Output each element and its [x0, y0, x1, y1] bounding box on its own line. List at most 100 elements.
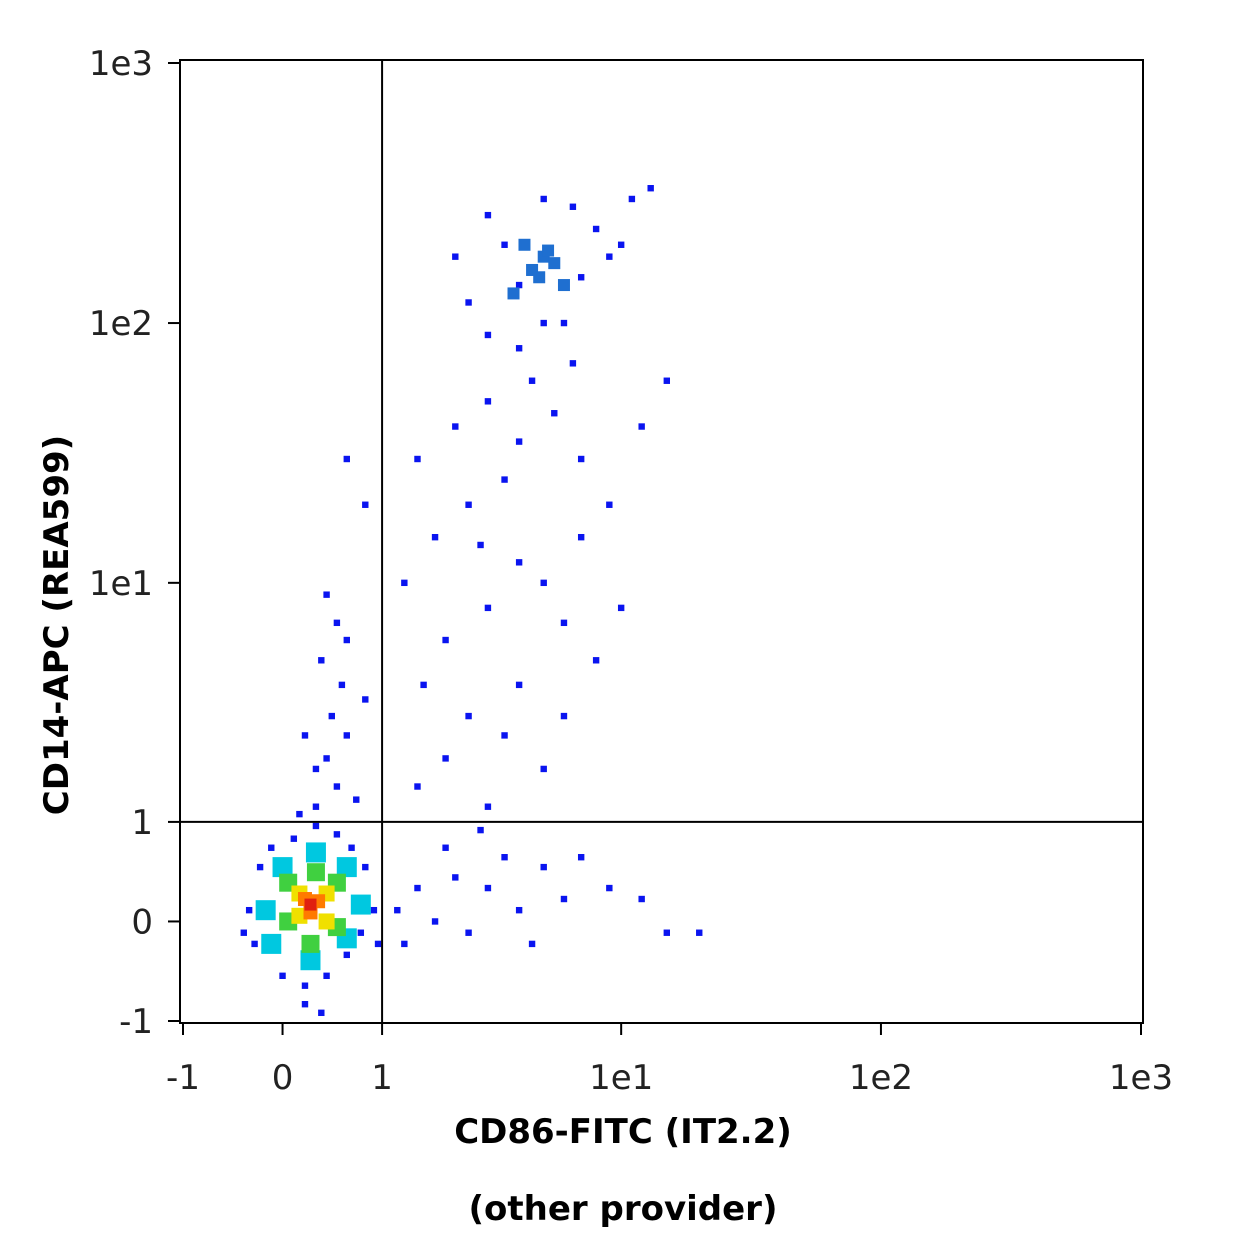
data-point — [323, 755, 330, 762]
data-point — [477, 541, 484, 549]
data-point — [353, 796, 360, 803]
data-point — [301, 1001, 309, 1008]
data-point — [696, 929, 703, 936]
data-point — [560, 895, 568, 903]
data-point — [301, 934, 320, 953]
data-point — [540, 195, 547, 203]
data-point — [312, 803, 320, 810]
data-point — [401, 940, 408, 948]
data-point — [414, 455, 421, 463]
data-point — [540, 579, 547, 587]
data-point — [431, 918, 439, 925]
data-point — [592, 225, 600, 233]
data-point — [515, 281, 523, 289]
data-point — [442, 636, 449, 644]
data-point — [301, 982, 309, 989]
data-point — [291, 907, 308, 924]
data-point — [577, 533, 585, 541]
data-point — [465, 712, 472, 720]
data-point — [350, 894, 371, 915]
data-point — [272, 857, 293, 878]
data-point — [245, 906, 253, 914]
y-tick-label: 1e1 — [89, 564, 153, 604]
data-point — [551, 410, 558, 417]
data-point — [343, 636, 350, 644]
data-point — [501, 732, 508, 739]
data-point — [290, 835, 298, 842]
y-tick-label: 0 — [131, 902, 153, 942]
data-point — [279, 972, 286, 980]
data-point — [663, 377, 671, 384]
data-point — [606, 501, 613, 508]
x-tick-label: 0 — [272, 1058, 294, 1098]
data-point — [328, 712, 335, 720]
data-point — [484, 604, 492, 612]
data-point — [518, 238, 531, 251]
y-tick-label: -1 — [119, 1002, 153, 1042]
data-point — [484, 803, 492, 810]
data-point — [465, 299, 472, 306]
data-point — [540, 319, 547, 327]
data-point — [323, 591, 330, 598]
data-point — [628, 195, 636, 203]
data-point — [638, 423, 645, 430]
data-point — [560, 619, 568, 627]
data-point — [507, 287, 520, 300]
data-point — [484, 331, 492, 339]
data-point — [557, 279, 570, 292]
data-point — [362, 696, 369, 703]
data-point — [394, 906, 401, 914]
data-point — [560, 712, 568, 720]
data-point — [484, 884, 492, 892]
data-point — [592, 657, 600, 664]
data-point — [343, 951, 350, 959]
data-point — [442, 755, 449, 762]
data-point — [501, 476, 508, 483]
data-point — [617, 604, 625, 612]
x-axis-subtitle: (other provider) — [468, 1189, 777, 1229]
data-point — [515, 681, 523, 689]
data-point — [256, 863, 264, 871]
data-point — [370, 906, 378, 914]
data-point — [240, 929, 247, 936]
data-point — [663, 929, 671, 936]
data-point — [306, 863, 325, 882]
data-point — [442, 844, 449, 851]
data-point — [333, 619, 341, 627]
data-point — [301, 732, 309, 739]
data-point — [501, 854, 508, 861]
y-tick-label: 1e2 — [89, 304, 153, 344]
data-point — [515, 906, 523, 914]
x-tick-label: 1e3 — [1109, 1058, 1173, 1098]
data-point — [647, 185, 654, 192]
data-point — [348, 844, 355, 851]
y-tick-label: 1 — [131, 803, 153, 843]
data-point — [333, 831, 341, 838]
x-axis-title: CD86-FITC (IT2.2) — [454, 1112, 792, 1152]
data-point — [465, 929, 472, 936]
data-point — [362, 501, 369, 508]
data-point — [296, 810, 303, 818]
data-point — [333, 783, 341, 790]
data-point — [374, 940, 382, 948]
data-point — [577, 455, 585, 463]
data-point — [537, 250, 550, 263]
data-point — [548, 257, 561, 270]
y-axis-title: CD14-APC (REA599) — [37, 435, 77, 815]
data-point — [431, 533, 439, 541]
data-point — [362, 863, 369, 871]
data-point — [304, 898, 317, 911]
data-point — [401, 579, 408, 587]
data-point — [452, 423, 459, 430]
data-point — [414, 783, 421, 790]
x-tick-label: 1 — [371, 1058, 393, 1098]
data-point — [300, 950, 321, 971]
data-point — [261, 933, 282, 954]
data-point — [528, 377, 536, 384]
data-point — [606, 884, 613, 892]
x-tick-label: 1e1 — [589, 1058, 653, 1098]
data-point — [318, 657, 325, 664]
data-point — [465, 501, 472, 508]
data-point — [569, 360, 577, 367]
data-point — [452, 874, 459, 881]
